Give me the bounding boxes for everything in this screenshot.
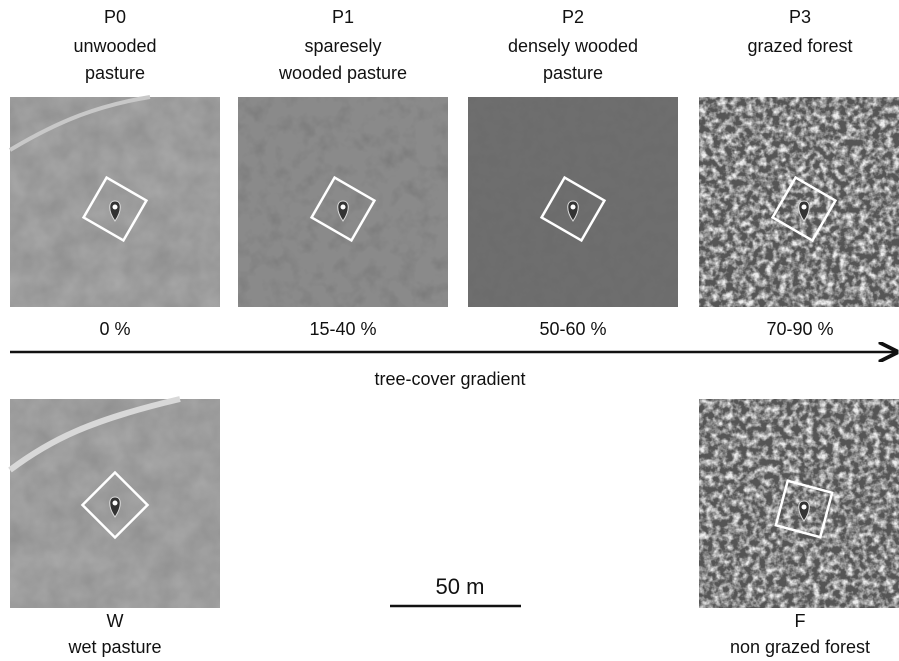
- aerial-image: [10, 97, 220, 307]
- pin-dot: [341, 205, 346, 210]
- panel-label: densely wooded: [508, 36, 638, 56]
- pin-dot: [802, 505, 807, 510]
- pin-dot: [113, 205, 118, 210]
- panel-label: wet pasture: [67, 637, 161, 657]
- cover-label: 50-60 %: [539, 319, 606, 339]
- aerial-image: [238, 97, 448, 307]
- aerial-image: [699, 399, 899, 608]
- panel-code: P2: [562, 7, 584, 27]
- panel-code: P0: [104, 7, 126, 27]
- panel-label: non grazed forest: [730, 637, 870, 657]
- cover-label: 15-40 %: [309, 319, 376, 339]
- panel-label: sparesely: [304, 36, 381, 56]
- scale-label: 50 m: [436, 574, 485, 599]
- pin-dot: [802, 205, 807, 210]
- gradient-label: tree-cover gradient: [374, 369, 525, 389]
- aerial-image: [699, 97, 899, 307]
- panel-label: pasture: [85, 63, 145, 83]
- aerial-image: [10, 399, 220, 608]
- panel-label: pasture: [543, 63, 603, 83]
- figure: tree-cover gradient 50 m P0 unwooded pastu…: [0, 0, 899, 661]
- pin-dot: [113, 501, 118, 506]
- panel-code: F: [795, 611, 806, 631]
- panel-label: unwooded: [73, 36, 156, 56]
- pin-dot: [571, 205, 576, 210]
- panel-label: wooded pasture: [278, 63, 407, 83]
- panel-code: W: [107, 611, 124, 631]
- aerial-image: [468, 97, 678, 307]
- panel-label: grazed forest: [747, 36, 852, 56]
- image-texture: [699, 97, 899, 307]
- cover-label: 0 %: [99, 319, 130, 339]
- cover-label: 70-90 %: [766, 319, 833, 339]
- panel-code: P3: [789, 7, 811, 27]
- panel-code: P1: [332, 7, 354, 27]
